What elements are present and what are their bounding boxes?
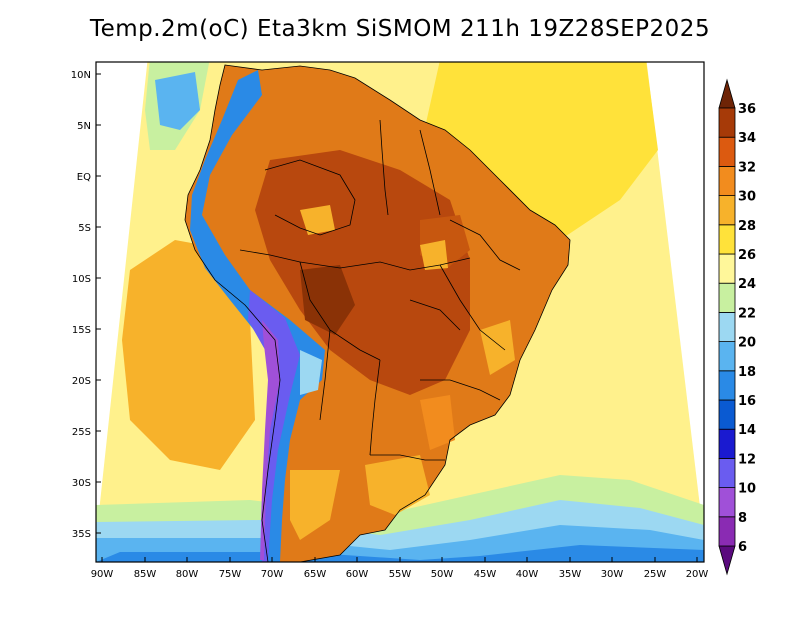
lon-label: 75W (219, 569, 242, 580)
lat-label: EQ (77, 172, 91, 183)
lat-label: 5S (78, 223, 91, 234)
lon-label: 40W (516, 569, 539, 580)
lat-label: 25S (72, 427, 91, 438)
colorbar-max-arrow (718, 78, 736, 109)
colorbar-bin (718, 428, 736, 459)
lon-label: 45W (474, 569, 497, 580)
longitude-labels: 90W 85W 80W 75W 70W 65W 60W 55W 50W 45W … (91, 569, 709, 580)
colorbar-label: 34 (738, 131, 756, 146)
latitude-labels: 10N 5N EQ 5S 10S 15S 20S 25S 30S 35S (71, 70, 91, 540)
country-borders (184, 64, 571, 562)
lon-label: 50W (431, 569, 454, 580)
colorbar-label: 22 (738, 306, 756, 321)
colorbar-label: 6 (738, 540, 747, 555)
colorbar-bin (718, 282, 736, 313)
lon-label: 60W (346, 569, 369, 580)
colorbar-bin (718, 136, 736, 167)
colorbar-bin (718, 516, 736, 547)
colorbar-bin (718, 165, 736, 196)
lon-label: 85W (134, 569, 157, 580)
colorbar-label: 14 (738, 423, 756, 438)
colorbar-label: 24 (738, 277, 756, 292)
lon-label: 55W (389, 569, 412, 580)
colorbar-label: 18 (738, 365, 756, 380)
colorbar-label: 32 (738, 160, 756, 175)
colorbar (718, 78, 736, 576)
colorbar-label: 10 (738, 482, 756, 497)
lat-label: 30S (72, 478, 91, 489)
lon-label: 30W (601, 569, 624, 580)
colorbar-bin (718, 224, 736, 255)
colorbar-label: 12 (738, 452, 756, 467)
latitude-axis (96, 73, 101, 534)
temperature-field (96, 62, 704, 562)
colorbar-label: 20 (738, 336, 756, 351)
lon-label: 25W (644, 569, 667, 580)
lat-label: 10N (71, 70, 91, 81)
colorbar-label: 30 (738, 190, 756, 205)
colorbar-bin (718, 311, 736, 342)
lat-label: 10S (72, 274, 91, 285)
colorbar-bin (718, 341, 736, 372)
lon-label: 20W (686, 569, 709, 580)
colorbar-bin (718, 399, 736, 430)
colorbar-label: 28 (738, 219, 756, 234)
lat-label: 15S (72, 325, 91, 336)
lon-label: 35W (559, 569, 582, 580)
colorbar-label: 16 (738, 394, 756, 409)
colorbar-min-arrow (718, 545, 736, 576)
longitude-axis (101, 557, 698, 562)
colorbar-bin (718, 107, 736, 138)
lon-label: 80W (176, 569, 199, 580)
colorbar-bin (718, 370, 736, 401)
colorbar-label: 26 (738, 248, 756, 263)
lat-label: 20S (72, 376, 91, 387)
lat-label: 5N (77, 121, 91, 132)
map-title: Temp.2m(oC) Eta3km SiSMOM 211h 19Z28SEP2… (89, 16, 711, 42)
colorbar-labels: 6 8 10 12 14 16 18 20 22 24 26 28 30 32 34 36 (738, 102, 756, 555)
colorbar-bin (718, 487, 736, 518)
colorbar-bin (718, 457, 736, 488)
lon-label: 90W (91, 569, 114, 580)
pacific-warm-band (122, 240, 255, 470)
colorbar-bin (718, 195, 736, 226)
colorbar-label: 8 (738, 511, 747, 526)
lon-label: 70W (261, 569, 284, 580)
colorbar-label: 36 (738, 102, 756, 117)
lon-label: 65W (304, 569, 327, 580)
lat-label: 35S (72, 529, 91, 540)
colorbar-bin (718, 253, 736, 284)
